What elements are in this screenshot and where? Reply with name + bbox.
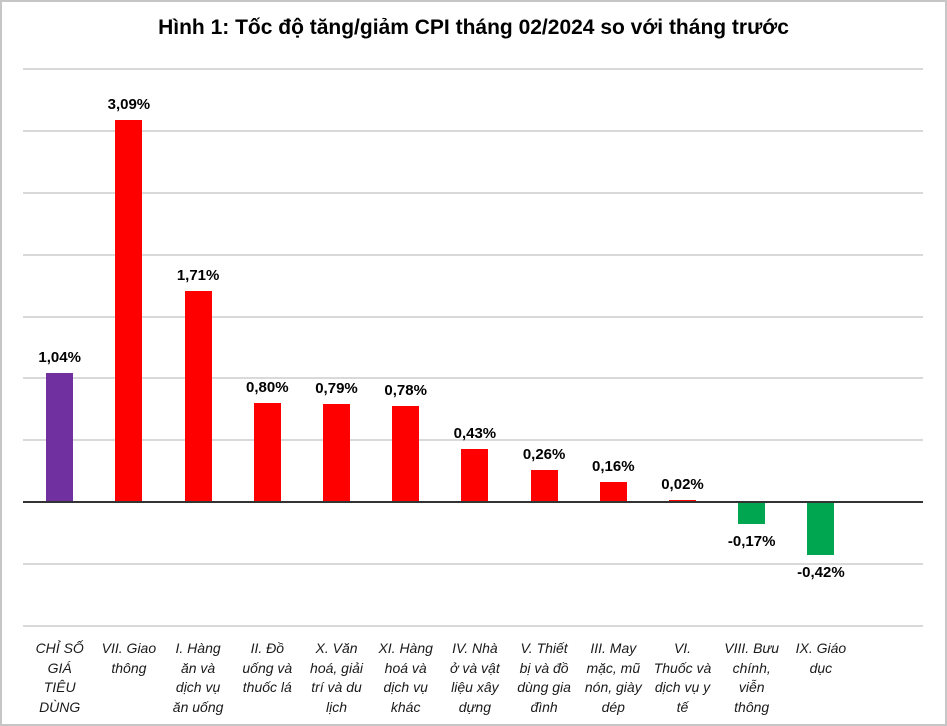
bar-value-label-8: 0,16% [592, 458, 635, 476]
bar-value-label-5: 0,78% [384, 381, 427, 399]
bar-value-label-2: 1,71% [176, 266, 220, 284]
bar-value-label-4: 0,79% [315, 380, 358, 398]
bar-value-label-9: 0,02% [661, 475, 704, 493]
chart-bar-1 [115, 119, 143, 503]
bar-value-label-7: 0,26% [522, 446, 566, 464]
category-label-10: VIII. Bưu chính, viễn thông [724, 640, 780, 715]
bar-value-label-11: -0,42% [797, 564, 845, 582]
category-label-4: X. Văn hoá, giải trí và du lịch [310, 640, 363, 715]
bar-value-label-1: 3,09% [107, 95, 151, 113]
chart-bar-8 [599, 482, 627, 503]
h-gridline [23, 315, 923, 318]
chart-bar-4 [323, 404, 350, 503]
chart-bar-9 [669, 499, 696, 503]
h-gridline [23, 68, 923, 70]
category-label-7: V. Thiết bị và đồ dùng gia đình [517, 640, 571, 715]
bar-value-label-3: 0,80% [246, 379, 289, 397]
h-gridline [23, 253, 923, 256]
category-label-1: VII. Giao thông [101, 640, 157, 676]
chart-bar-2 [184, 290, 212, 503]
h-gridline [23, 439, 923, 442]
h-gridline [23, 129, 923, 132]
bar-value-label-0: 1,04% [38, 349, 81, 367]
chart-bar-3 [253, 403, 281, 503]
category-label-5: XI. Hàng hoá và dịch vụ khác [378, 640, 433, 715]
category-label-9: VI. Thuốc và dịch vụ y tế [653, 640, 712, 715]
category-label-11: IX. Giáo dục [795, 640, 847, 676]
chart-title: Hình 1: Tốc độ tăng/giảm CPI tháng 02/20… [158, 16, 789, 39]
bar-value-label-10: -0,17% [727, 533, 776, 551]
chart-bar-10 [738, 503, 766, 525]
category-label-6: IV. Nhà ở và vật liệu xây dựng [450, 640, 500, 715]
category-label-3: II. Đồ uống và thuốc lá [242, 640, 293, 695]
chart-bar-5 [392, 405, 420, 503]
category-label-2: I. Hàng ăn và dịch vụ ăn uống [172, 640, 224, 715]
h-gridline [23, 377, 923, 380]
chart-bar-0 [46, 373, 74, 503]
x-axis-line [23, 501, 923, 504]
h-gridline [23, 625, 923, 627]
bar-value-label-6: 0,43% [453, 424, 497, 442]
h-gridline [23, 191, 923, 194]
category-label-0: CHỈ SỐ GIÁ TIÊU DÙNG [35, 640, 84, 715]
h-gridline [23, 563, 923, 566]
chart-bar-11 [807, 503, 835, 556]
chart-bar-7 [530, 470, 558, 503]
category-label-8: III. May mặc, mũ nón, giày dép [584, 640, 642, 715]
chart-bar-6 [461, 448, 489, 503]
